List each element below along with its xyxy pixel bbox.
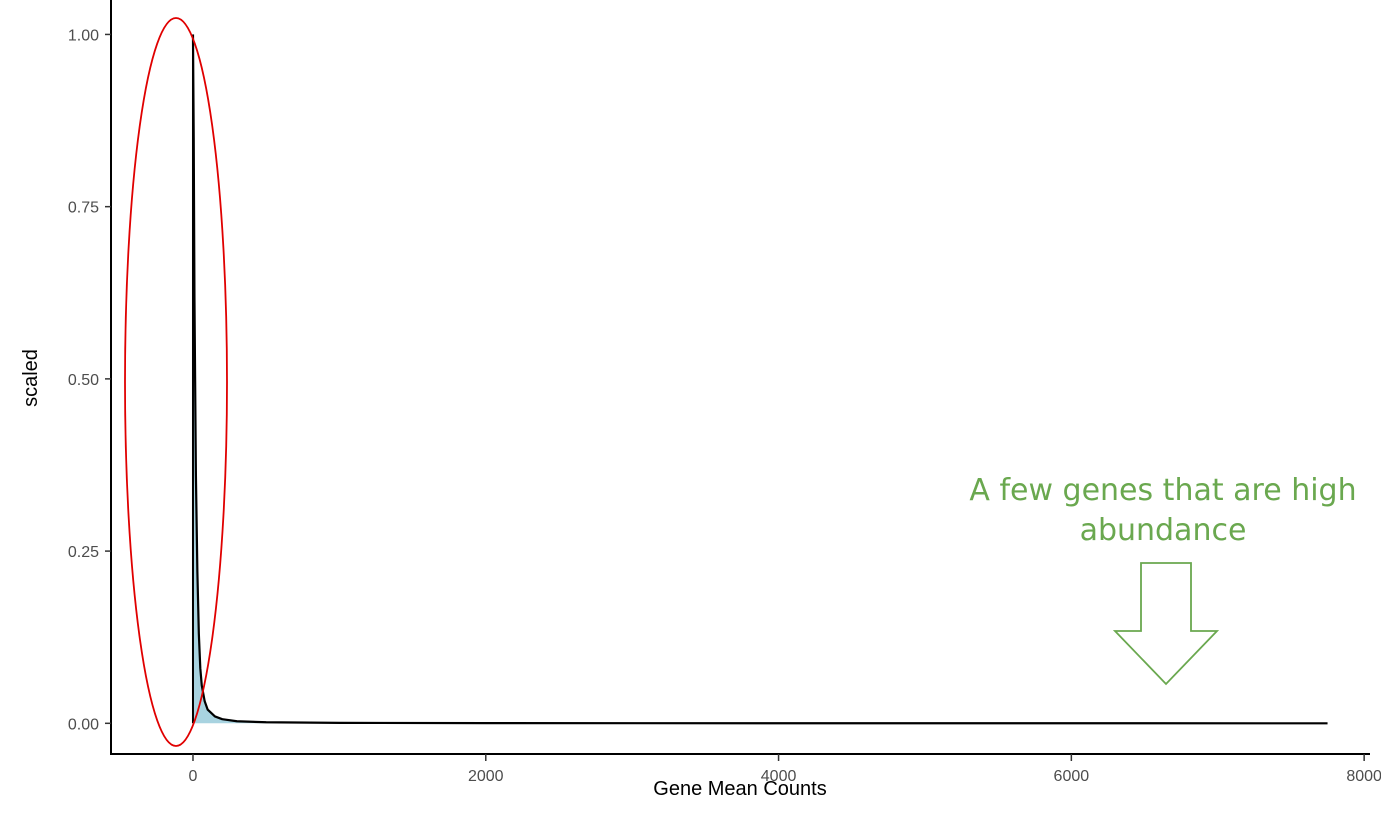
plot-area: [191, 34, 1328, 725]
y-axis-title: scaled: [20, 349, 42, 407]
x-tick-label: 8000: [1346, 768, 1381, 785]
density-line: [191, 34, 1328, 725]
x-ticks: 0 2000 4000 6000 8000: [189, 754, 1381, 785]
x-axis-title: Gene Mean Counts: [653, 778, 826, 800]
x-tick-label: 2000: [468, 768, 504, 785]
y-tick-label: 1.00: [68, 27, 99, 44]
y-tick-label: 0.25: [68, 544, 99, 561]
y-tick-label: 0.75: [68, 200, 99, 217]
low-count-highlight-ellipse: [124, 17, 228, 747]
high-abundance-annotation: A few genes that are high abundance: [969, 473, 1357, 686]
down-arrow-icon: [1112, 562, 1220, 686]
annotation-text-line-1: A few genes that are high: [969, 473, 1356, 508]
y-ticks: 0.00 0.25 0.50 0.75 1.00: [68, 27, 111, 733]
x-tick-label: 0: [189, 768, 198, 785]
axes: [110, 0, 1370, 755]
x-tick-label: 4000: [761, 768, 797, 785]
annotation-text-line-2: abundance: [1080, 513, 1247, 548]
x-tick-label: 6000: [1054, 768, 1090, 785]
y-tick-label: 0.00: [68, 716, 99, 733]
y-tick-label: 0.50: [68, 372, 99, 389]
